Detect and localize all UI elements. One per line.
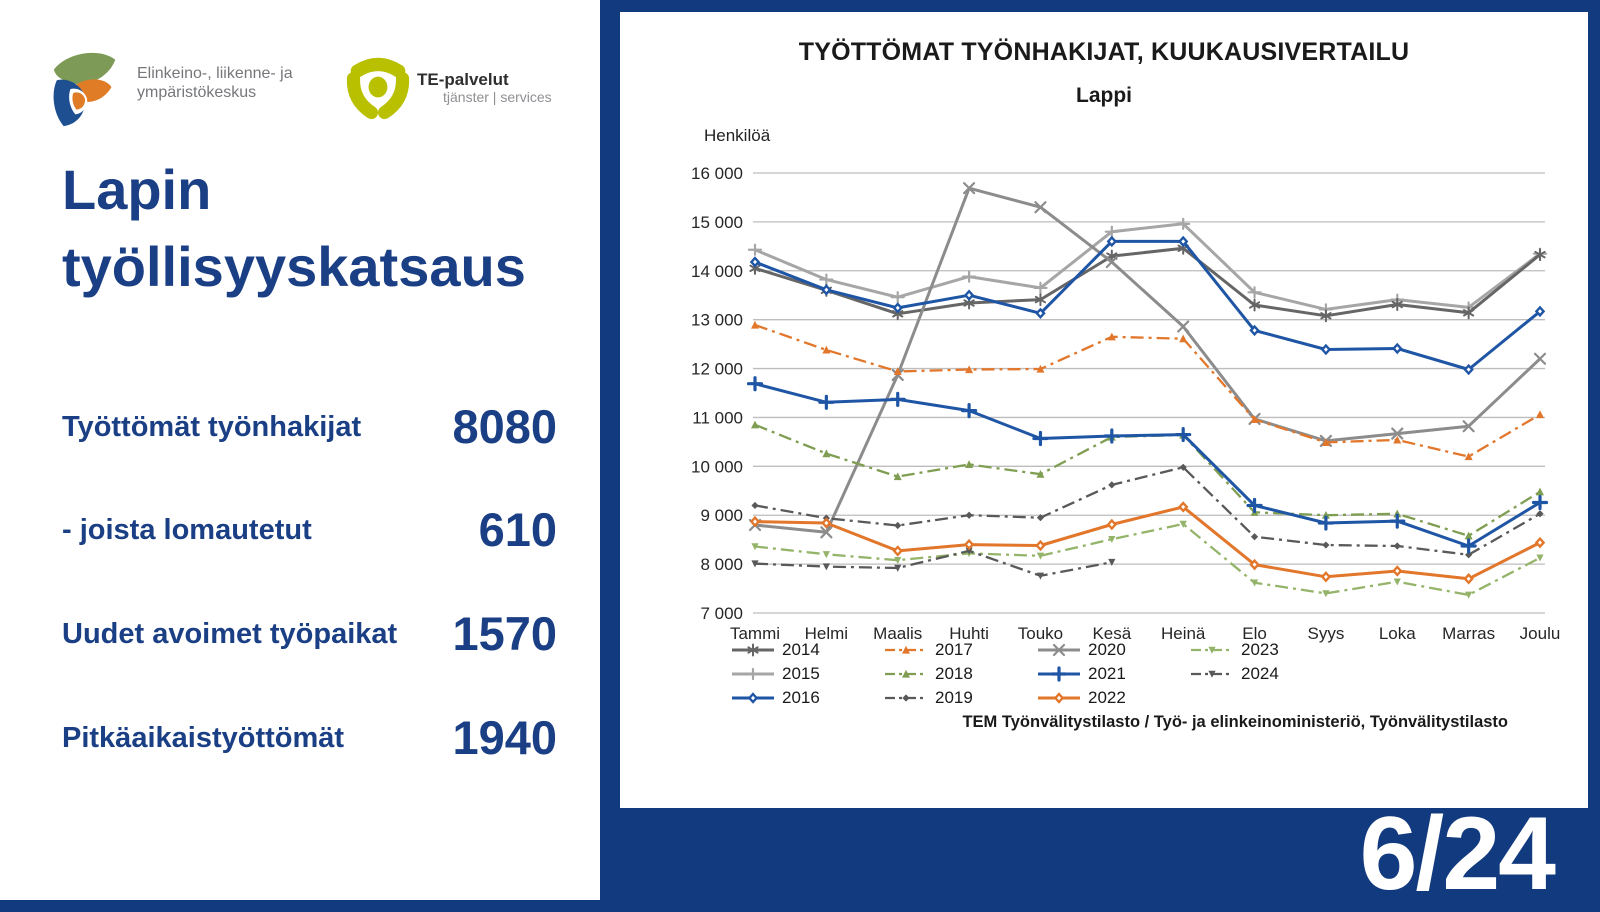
- series-2021: [746, 376, 1549, 554]
- legend-item-2023: 2023: [1189, 640, 1279, 660]
- legend-swatch-2024: [1191, 670, 1233, 678]
- monthly-comparison-chart: 16 000 15 000 14 000 13 000 12 000 11 000 10 0…: [691, 164, 1560, 643]
- stat-value: 610: [478, 503, 557, 556]
- stat-row-long-term-unemployed: Pitkäaikaistyöttömät 1940: [62, 711, 557, 765]
- legend-swatch-2021: [1038, 666, 1080, 682]
- svg-text:Kesä: Kesä: [1092, 624, 1131, 643]
- svg-text:Tammi: Tammi: [730, 624, 780, 643]
- legend-item-2017: 2017: [883, 640, 973, 660]
- svg-text:7 000: 7 000: [700, 604, 743, 623]
- legend-item-2019: 2019: [883, 688, 973, 708]
- legend-swatch-2020: [1038, 643, 1080, 657]
- ely-text-line2: ympäristökeskus: [137, 84, 257, 101]
- te-palvelut-logo-text: TE-palvelut tjänster | services: [417, 70, 552, 106]
- page-title: Lapin työllisyyskatsaus: [62, 158, 526, 298]
- series-2014: [749, 241, 1546, 323]
- legend-item-2018: 2018: [883, 664, 973, 684]
- ely-text-line1: Elinkeino-, liikenne- ja: [137, 65, 293, 82]
- legend-swatch-2019: [885, 694, 927, 702]
- te-logo-subtitle: tjänster | services: [443, 89, 552, 105]
- left-panel: Elinkeino-, liikenne- ja ympäristökeskus…: [0, 0, 600, 900]
- legend-item-2024: 2024: [1189, 664, 1279, 684]
- stat-label: Pitkäaikaistyöttömät: [62, 722, 345, 754]
- legend-swatch-2017: [885, 645, 927, 654]
- svg-text:Maalis: Maalis: [873, 624, 922, 643]
- te-palvelut-logo-icon: [346, 57, 410, 120]
- series-2022: [749, 501, 1546, 585]
- svg-text:12 000: 12 000: [691, 360, 743, 379]
- legend-label: 2018: [935, 664, 973, 683]
- svg-text:14 000: 14 000: [691, 262, 743, 281]
- svg-text:Heinä: Heinä: [1161, 624, 1206, 643]
- page-number: 6/24: [1359, 796, 1556, 912]
- svg-text:Touko: Touko: [1018, 624, 1063, 643]
- legend-swatch-2014: [732, 643, 774, 657]
- legend-label: 2015: [782, 664, 820, 683]
- series-2019: [751, 463, 1544, 559]
- legend-swatch-2023: [1191, 646, 1233, 654]
- chart-title: TYÖTTÖMAT TYÖNHAKIJAT, KUUKAUSIVERTAILU: [798, 38, 1410, 66]
- legend-label: 2014: [782, 640, 820, 659]
- series-2020: [748, 182, 1547, 539]
- legend-item-2020: 2020: [1036, 640, 1126, 660]
- ely-keskus-logo-text: Elinkeino-, liikenne- ja ympäristökeskus: [137, 64, 293, 102]
- legend-swatch-2018: [885, 669, 927, 678]
- legend-label: 2016: [782, 688, 820, 707]
- gridlines: [753, 172, 1545, 614]
- legend-item-2022: 2022: [1036, 688, 1126, 708]
- svg-text:13 000: 13 000: [691, 311, 743, 330]
- stat-row-laid-off: - joista lomautetut 610: [62, 503, 557, 557]
- legend-swatch-2015: [732, 667, 774, 681]
- te-logo-name: TE-palvelut: [417, 70, 509, 89]
- chart-subtitle: Lappi: [1076, 84, 1132, 107]
- legend-swatch-2016: [732, 692, 774, 704]
- ely-keskus-logo-icon: [53, 52, 116, 127]
- legend-label: 2024: [1241, 664, 1279, 683]
- legend-item-2015: 2015: [730, 664, 820, 684]
- svg-text:Helmi: Helmi: [805, 624, 848, 643]
- stat-row-new-vacancies: Uudet avoimet työpaikat 1570: [62, 607, 557, 661]
- series-2024: [751, 547, 1116, 580]
- svg-text:15 000: 15 000: [691, 213, 743, 232]
- chart-legend: 2014 2015 2016 2017 2018 2019 2020 2021 2022 2023…: [730, 640, 1410, 718]
- legend-label: 2021: [1088, 664, 1126, 683]
- svg-text:Joulu: Joulu: [1520, 624, 1561, 643]
- x-axis-labels: Tammi Helmi Maalis Huhti Touko Kesä Heinä Elo Sy…: [730, 624, 1560, 643]
- legend-label: 2017: [935, 640, 973, 659]
- chart-card: TYÖTTÖMAT TYÖNHAKIJAT, KUUKAUSIVERTAILU …: [620, 12, 1588, 808]
- svg-text:9 000: 9 000: [700, 506, 743, 525]
- legend-item-2021: 2021: [1036, 664, 1126, 684]
- stat-label: - joista lomautetut: [62, 514, 312, 546]
- series-2017: [751, 320, 1544, 461]
- svg-text:Elo: Elo: [1242, 624, 1267, 643]
- svg-text:11 000: 11 000: [692, 408, 743, 427]
- legend-label: 2019: [935, 688, 973, 707]
- logo-row: Elinkeino-, liikenne- ja ympäristökeskus…: [45, 48, 565, 138]
- svg-text:Syys: Syys: [1307, 624, 1344, 643]
- chart-source-text: TEM Työnvälitystilasto / Työ- ja elinkei…: [962, 713, 1508, 731]
- svg-text:Huhti: Huhti: [949, 624, 989, 643]
- svg-text:8 000: 8 000: [700, 555, 743, 574]
- stat-value: 1570: [452, 607, 557, 660]
- legend-label: 2022: [1088, 688, 1126, 707]
- stat-label: Uudet avoimet työpaikat: [62, 618, 398, 650]
- stat-label: Työttömät työnhakijat: [62, 411, 362, 443]
- legend-label: 2020: [1088, 640, 1126, 659]
- legend-swatch-2022: [1038, 692, 1080, 704]
- stat-row-unemployed: Työttömät työnhakijat 8080: [62, 400, 557, 454]
- legend-item-2016: 2016: [730, 688, 820, 708]
- legend-label: 2023: [1241, 640, 1279, 659]
- svg-text:16 000: 16 000: [691, 164, 743, 183]
- legend-item-2014: 2014: [730, 640, 820, 660]
- svg-text:Marras: Marras: [1442, 624, 1495, 643]
- y-axis-unit-label: Henkilöä: [704, 126, 771, 145]
- svg-text:10 000: 10 000: [691, 457, 743, 476]
- series-2023: [751, 520, 1544, 599]
- y-axis-labels: 16 000 15 000 14 000 13 000 12 000 11 000 10 0…: [691, 164, 743, 623]
- svg-text:Loka: Loka: [1379, 624, 1416, 643]
- stat-value: 1940: [452, 711, 557, 764]
- stat-value: 8080: [452, 400, 557, 453]
